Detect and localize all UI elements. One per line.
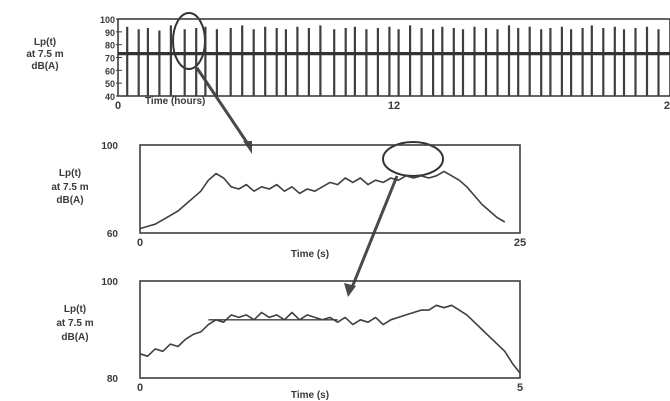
- chart-25s: Lp(t) at 7.5 m dB(A) Time (s) 100 60 0 25: [51, 141, 526, 297]
- y-tick-label: 90: [105, 28, 115, 38]
- chart-24h: Lp(t) at 7.5 m dB(A) Time (hours) 100 90 8…: [26, 12, 670, 154]
- y-tick-label: 60: [105, 66, 115, 76]
- x-axis-label: Time (s): [291, 249, 329, 260]
- y-axis-label-line: Lp(t): [34, 37, 56, 48]
- plot-frame: [117, 18, 670, 97]
- y-tick-label: 40: [105, 92, 115, 102]
- y-axis-label-line: at 7.5 m: [56, 318, 93, 329]
- zoom-arrow-head: [243, 141, 252, 154]
- y-axis-label-line: dB(A): [56, 195, 83, 206]
- x-tick-label: 25: [514, 237, 526, 249]
- y-tick-label: 100: [100, 15, 115, 25]
- y-tick-label: 80: [105, 41, 115, 51]
- chart-5s: Lp(t) at 7.5 m dB(A) Time (s) 100 80 0 5: [56, 277, 523, 401]
- y-axis-label: Lp(t) at 7.5 m dB(A): [56, 304, 93, 343]
- y-tick-label: 80: [107, 374, 119, 385]
- y-axis-label-line: Lp(t): [64, 304, 86, 315]
- y-axis-label-line: dB(A): [31, 61, 58, 72]
- y-axis-label-line: Lp(t): [59, 168, 81, 179]
- x-axis-label: Time (s): [291, 390, 329, 401]
- x-axis-label: Time (hours): [145, 96, 205, 107]
- plot-frame: [139, 280, 521, 379]
- y-tick-label: 100: [101, 141, 118, 152]
- x-tick-label: 24: [664, 100, 670, 112]
- y-axis-label-line: at 7.5 m: [51, 182, 88, 193]
- zoom-arrow-head: [344, 283, 356, 297]
- y-tick-label: 50: [105, 79, 115, 89]
- y-axis-label-line: at 7.5 m: [26, 49, 63, 60]
- y-tick-label: 60: [107, 229, 119, 240]
- y-tick-label: 100: [101, 277, 118, 288]
- x-tick-label: 0: [115, 100, 121, 112]
- plot-frame: [139, 144, 521, 234]
- x-tick-label: 12: [388, 100, 400, 112]
- x-tick-label: 0: [137, 382, 143, 394]
- series-line: [139, 170, 506, 230]
- series-line: [139, 304, 521, 374]
- y-axis-label: Lp(t) at 7.5 m dB(A): [26, 37, 63, 72]
- y-tick-label: 70: [105, 54, 115, 64]
- y-axis-label-line: dB(A): [61, 332, 88, 343]
- zoom-ellipse: [172, 12, 206, 70]
- y-axis-label: Lp(t) at 7.5 m dB(A): [51, 168, 88, 206]
- zoom-ellipse: [382, 141, 444, 177]
- x-tick-label: 0: [137, 237, 143, 249]
- x-tick-label: 5: [517, 382, 523, 394]
